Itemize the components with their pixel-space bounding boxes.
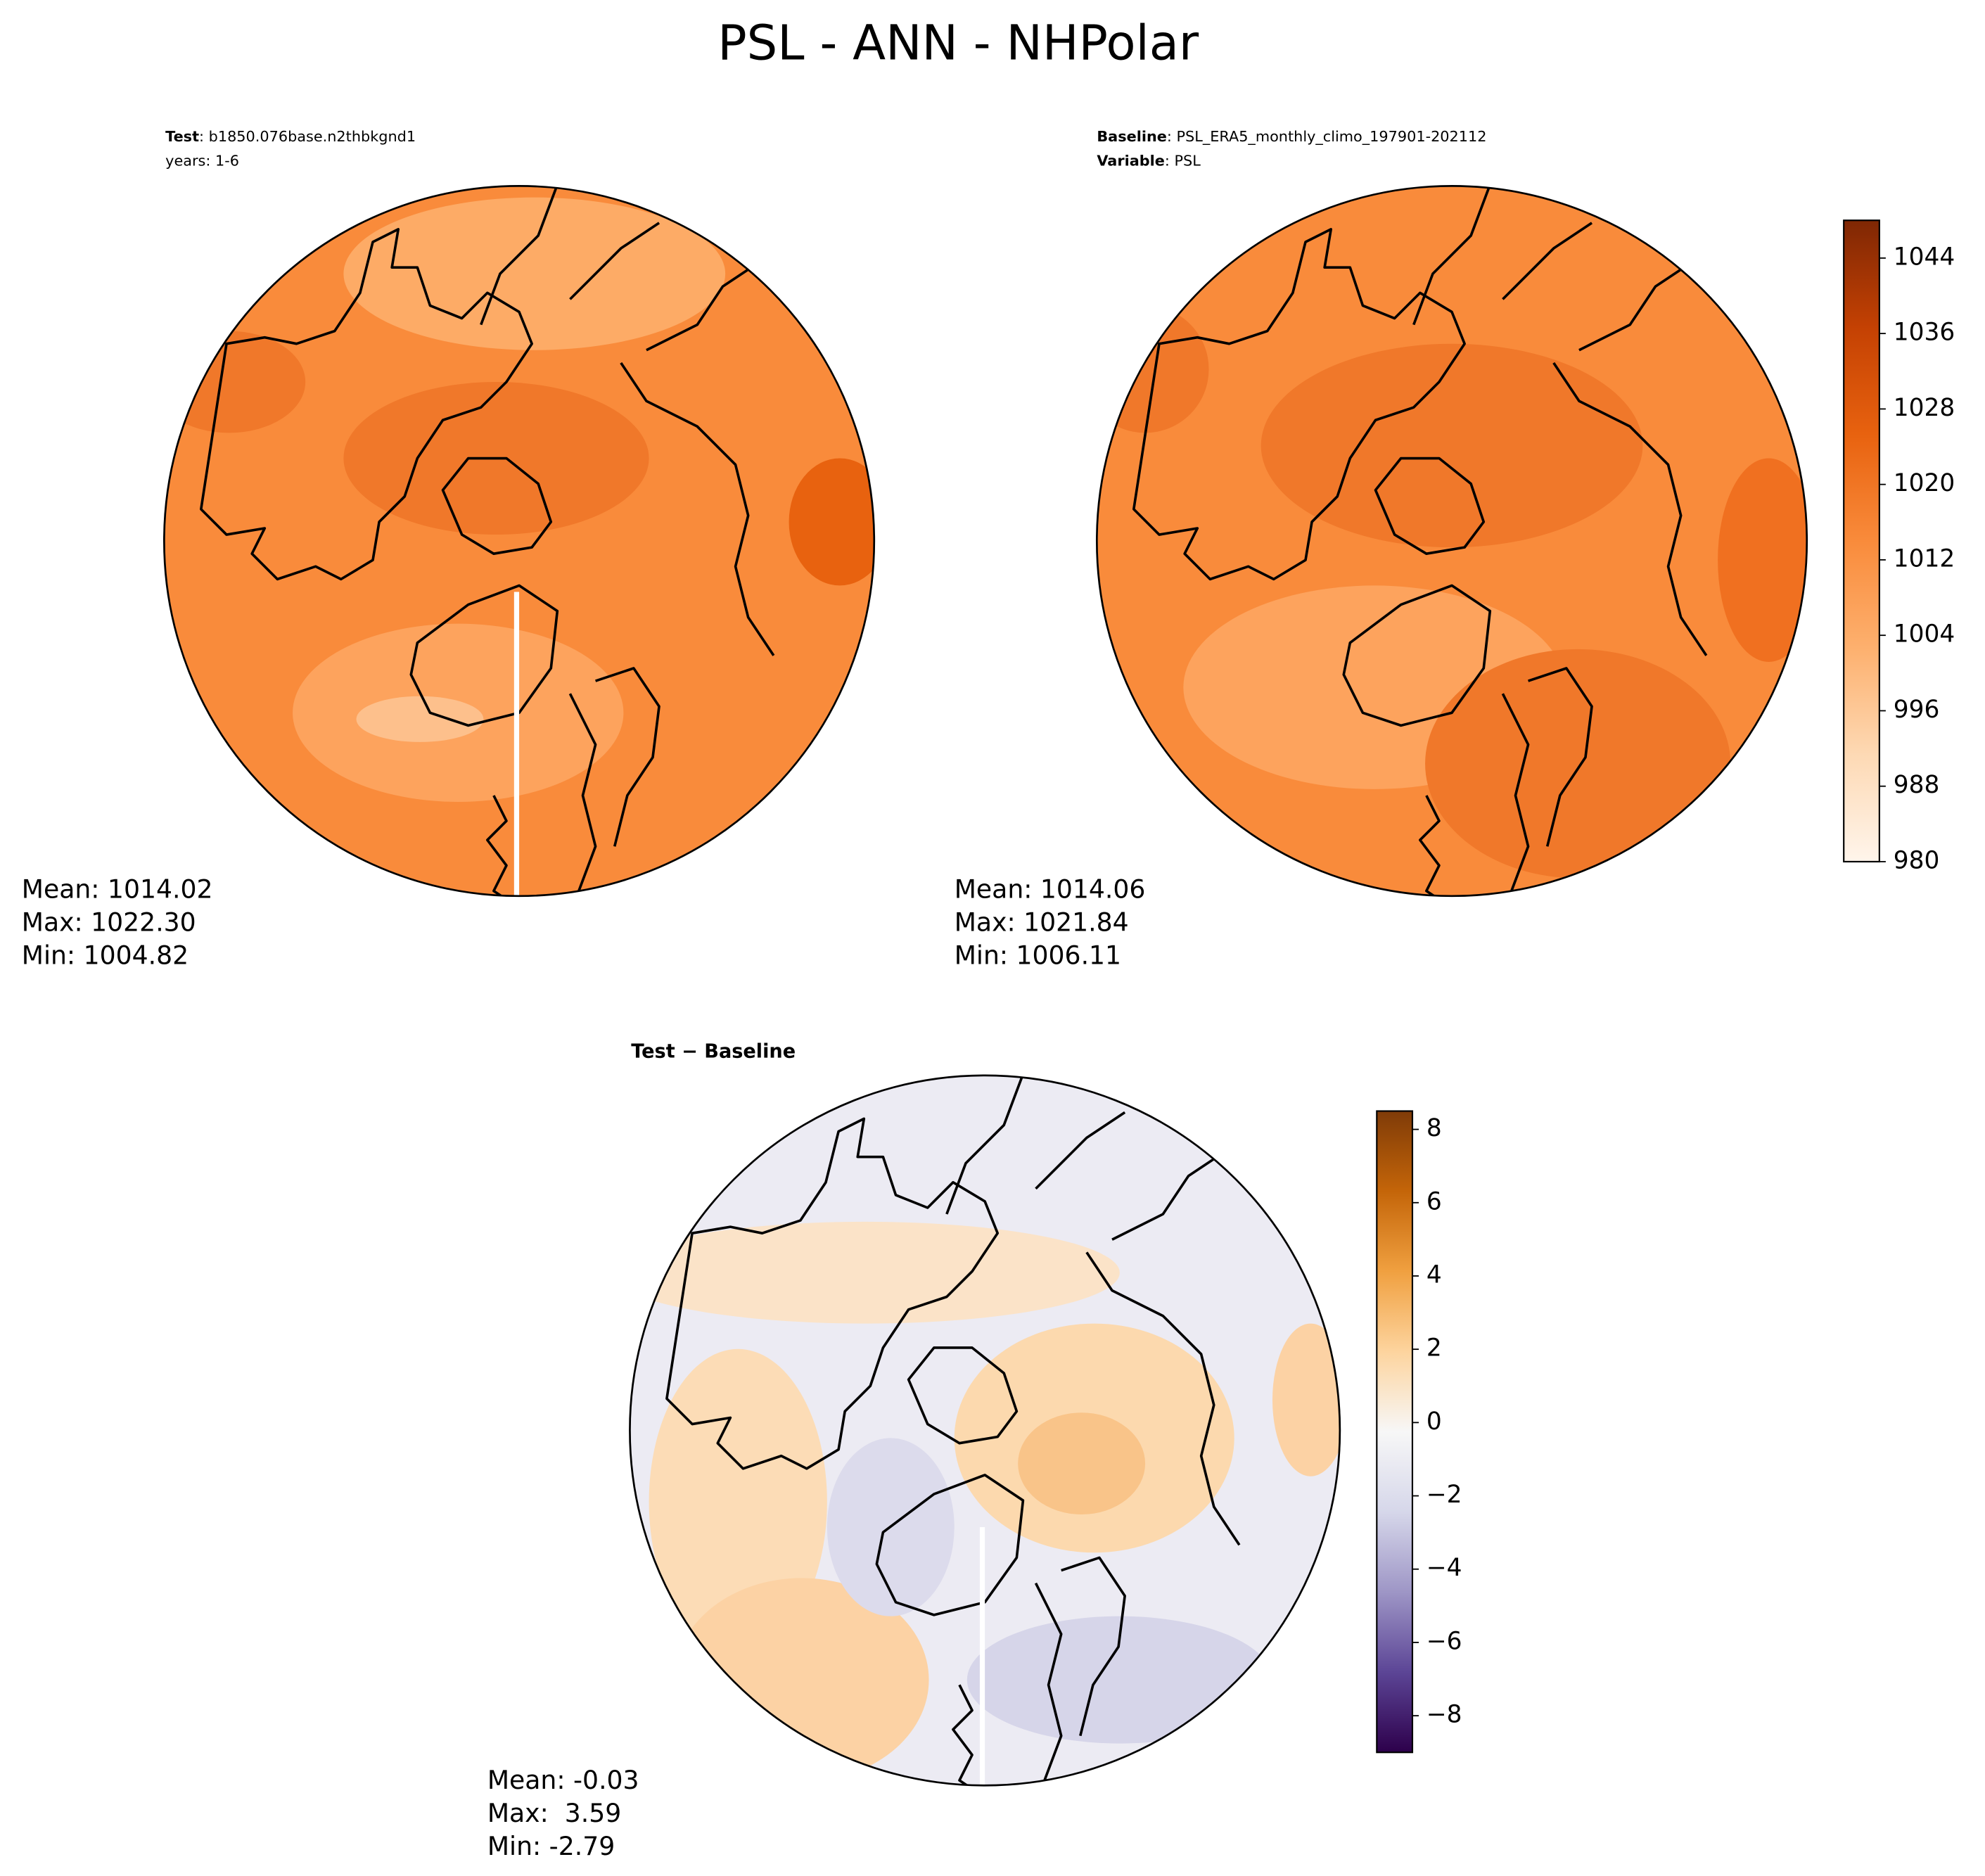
colorbar-tick-label: 1036 xyxy=(1894,319,1955,347)
stat: Max: 1022.30 xyxy=(22,907,196,938)
header-key: Baseline xyxy=(1097,128,1167,145)
colorbar-tick-label: 1028 xyxy=(1894,394,1955,422)
header-text: : b1850.076base.n2thbkgnd1 xyxy=(199,128,416,145)
colorbar-tick-label: 8 xyxy=(1426,1114,1442,1142)
colorbar-tick-label: 1044 xyxy=(1894,243,1955,271)
colorbar-tick-label: 1012 xyxy=(1894,544,1955,573)
stat: Min: 1004.82 xyxy=(22,940,189,971)
colorbar-tick-label: 980 xyxy=(1894,846,1940,874)
header-text: : PSL_ERA5_monthly_climo_197901-202112 xyxy=(1167,128,1487,145)
colorbar-fill xyxy=(1376,1110,1414,1754)
colorbar: −8 −6 −4 −2 0 2 4 6 8 xyxy=(1376,1110,1462,1754)
header-text: : PSL xyxy=(1165,152,1201,169)
colorbar-tick-label: 0 xyxy=(1426,1408,1442,1436)
map xyxy=(630,1075,1340,1786)
colorbar-tick-label: 996 xyxy=(1894,696,1940,724)
map-frame xyxy=(163,185,876,898)
colorbar-tick-label: 2 xyxy=(1426,1334,1442,1363)
stat: Min: 1006.11 xyxy=(955,940,1121,971)
figure-title: PSL - ANN - NHPolar xyxy=(717,15,1199,71)
stat: Mean: 1014.02 xyxy=(22,874,213,905)
stat: Min: -2.79 xyxy=(487,1831,615,1861)
colorbar-tick-label: −4 xyxy=(1426,1554,1462,1582)
stat: Mean: -0.03 xyxy=(487,1765,639,1795)
map xyxy=(164,186,874,896)
panel-header: Baseline: PSL_ERA5_monthly_climo_197901-… xyxy=(1097,128,1486,145)
header-key: Test xyxy=(165,128,199,145)
panel-header: years: 1-6 xyxy=(165,152,239,169)
colorbar-tick-label: −6 xyxy=(1426,1627,1462,1655)
colorbar-tick-label: −2 xyxy=(1426,1481,1462,1509)
map-frame xyxy=(629,1074,1341,1787)
stat: Max: 3.59 xyxy=(487,1798,621,1828)
panel-header: Test − Baseline xyxy=(631,1041,796,1063)
header-key: Variable xyxy=(1097,152,1165,169)
map xyxy=(1097,186,1807,896)
panel-header: Test: b1850.076base.n2thbkgnd1 xyxy=(165,128,416,145)
colorbar-tick-label: 988 xyxy=(1894,771,1940,799)
panel-header: Variable: PSL xyxy=(1097,152,1201,169)
colorbar-tick-label: −8 xyxy=(1426,1701,1462,1729)
colorbar-tick-label: 1004 xyxy=(1894,620,1955,649)
stat: Max: 1021.84 xyxy=(955,907,1129,938)
stat: Mean: 1014.06 xyxy=(955,874,1146,905)
colorbar-tick-label: 4 xyxy=(1426,1261,1442,1289)
colorbar: 980 988 996 1004 1012 1020 1028 1036 1044 xyxy=(1843,219,1955,874)
colorbar-tick-label: 6 xyxy=(1426,1187,1442,1215)
map-frame xyxy=(1095,185,1808,898)
colorbar-fill xyxy=(1843,219,1880,863)
colorbar-tick-label: 1020 xyxy=(1894,469,1955,497)
